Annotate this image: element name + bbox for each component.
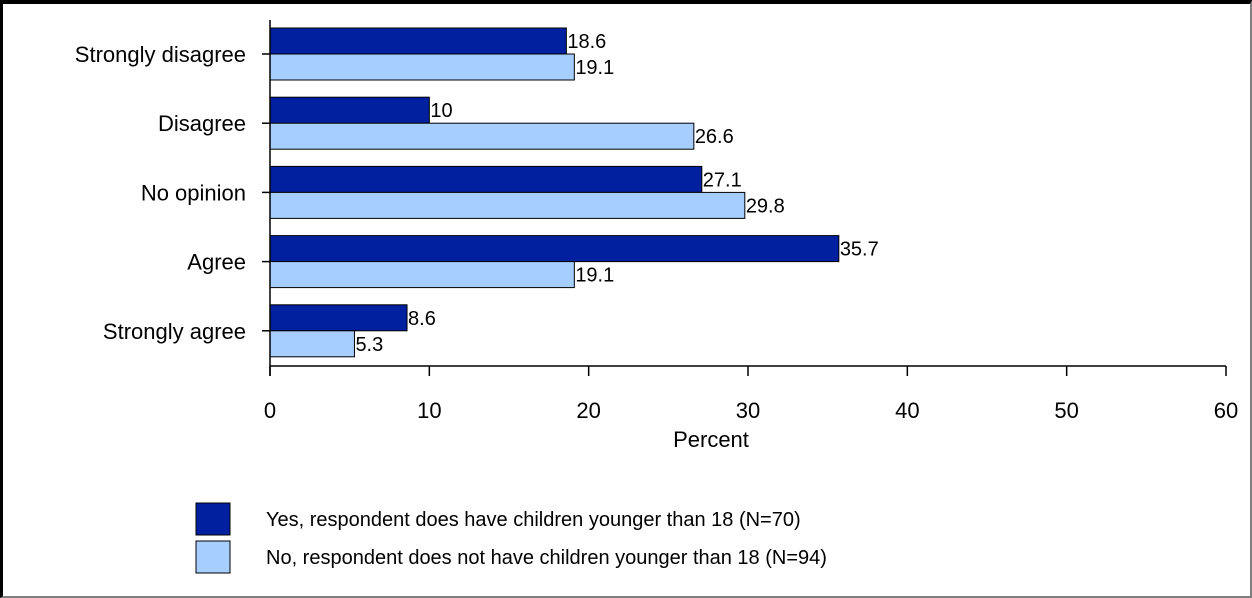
- y-ticks-group: Strongly disagree Disagree No opinion Agree…: [75, 42, 270, 344]
- bar-yes-1: [269, 96, 430, 124]
- bar-yes-4: [269, 304, 408, 332]
- category-label-1: Disagree: [158, 111, 246, 136]
- x-tick-label-20: 20: [576, 398, 600, 423]
- bar-no-1: [269, 122, 695, 150]
- legend-label-no: No, respondent does not have children yo…: [266, 547, 827, 569]
- legend-label-yes: Yes, respondent does have children young…: [266, 509, 801, 531]
- legend-swatch-yes: [195, 502, 231, 536]
- x-tick-label-10: 10: [417, 398, 441, 423]
- data-label-yes-0: 18.6: [567, 31, 606, 53]
- x-ticks-group: 0 10 20 30 40 50 60: [264, 366, 1238, 423]
- x-tick-label-60: 60: [1214, 398, 1238, 423]
- data-labels-group: 18.6 19.1 10 26.6 27.129.8 35.7 19.1 8.6 5.3: [355, 31, 878, 356]
- bar-no-4: [269, 330, 355, 358]
- data-label-yes-3: 35.7: [840, 239, 879, 261]
- category-label-0: Strongly disagree: [75, 42, 246, 67]
- category-label-3: Agree: [187, 250, 246, 275]
- x-tick-label-30: 30: [736, 398, 760, 423]
- data-label-no-2: 29.8: [746, 195, 785, 217]
- bar-no-0: [269, 53, 575, 81]
- bars-group: [269, 27, 840, 358]
- legend-swatch-no: [195, 540, 231, 574]
- data-label-no-3: 19.1: [575, 265, 614, 287]
- data-label-yes-2: 27.1: [703, 169, 742, 191]
- data-label-yes-1: 10: [430, 100, 452, 122]
- bar-no-2: [269, 191, 746, 219]
- data-label-no-4: 5.3: [355, 334, 383, 356]
- x-tick-label-40: 40: [895, 398, 919, 423]
- x-tick-label-0: 0: [264, 398, 276, 423]
- legend: Yes, respondent does have children young…: [195, 502, 827, 574]
- bar-no-3: [269, 261, 575, 289]
- x-tick-label-50: 50: [1054, 398, 1078, 423]
- bar-yes-2: [269, 165, 703, 193]
- bar-yes-3: [269, 235, 840, 263]
- category-label-2: No opinion: [141, 180, 246, 205]
- data-label-yes-4: 8.6: [408, 308, 436, 330]
- bar-yes-0: [269, 27, 567, 55]
- x-axis-title: Percent: [673, 427, 749, 452]
- data-label-no-0: 19.1: [575, 57, 614, 79]
- data-label-no-1: 26.6: [695, 126, 734, 148]
- category-label-4: Strongly agree: [103, 319, 246, 344]
